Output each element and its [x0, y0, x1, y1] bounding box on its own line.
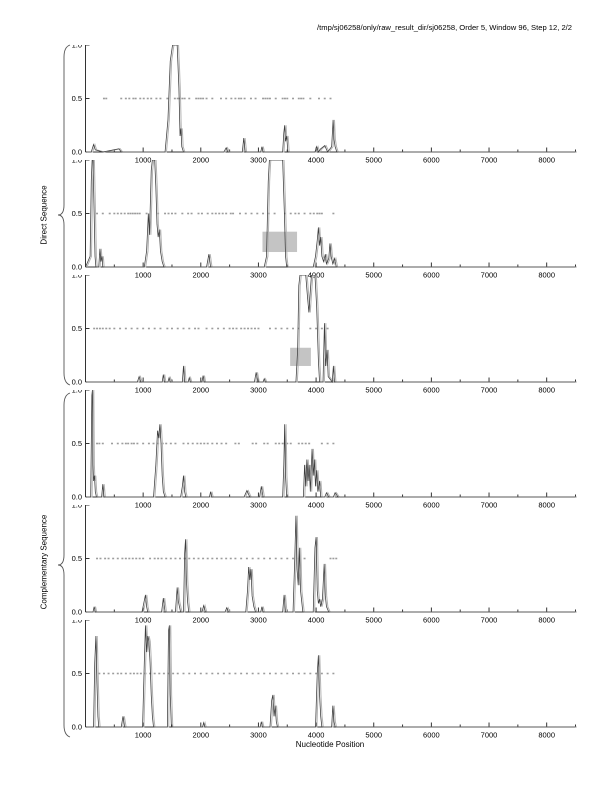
x-tick-label: 5000 [365, 731, 382, 740]
y-tick-label: 0.0 [72, 263, 82, 272]
x-tick-label: 6000 [423, 731, 440, 740]
signal-trace-shadow [86, 390, 577, 498]
highlight-box [290, 347, 311, 366]
x-tick-label: 5000 [365, 616, 382, 625]
x-tick-label: 8000 [538, 156, 555, 165]
y-tick-label: 1.0 [72, 275, 82, 280]
x-axis-label: Nucleotide Position [295, 740, 365, 749]
x-tick-label: 3000 [250, 386, 267, 395]
x-tick-label: 7000 [481, 386, 498, 395]
x-tick-label: 3000 [250, 156, 267, 165]
x-tick-label: 5000 [365, 386, 382, 395]
signal-trace [85, 275, 576, 384]
y-tick-label: 0.0 [72, 493, 82, 502]
x-tick-label: 7000 [481, 501, 498, 510]
x-tick-label: 6000 [423, 501, 440, 510]
x-tick-label: 2000 [192, 156, 209, 165]
x-tick-label: 5000 [365, 156, 382, 165]
y-tick-label: 0.0 [72, 723, 82, 732]
x-tick-label: 4000 [308, 386, 325, 395]
signal-trace-shadow [86, 275, 577, 384]
highlight-box [262, 231, 298, 253]
y-tick-label: 1.0 [72, 505, 82, 510]
x-tick-label: 3000 [250, 271, 267, 280]
panel-direct-frame-1-plot: 0.0 0.5 1.0 1000 2000 3000 4000 5000 6000 7000 800… [72, 45, 577, 165]
x-tick-label: 7000 [481, 271, 498, 280]
signal-trace [85, 160, 576, 268]
x-tick-label: 7000 [481, 616, 498, 625]
x-tick-label: 2000 [192, 271, 209, 280]
x-tick-label: 3000 [250, 731, 267, 740]
signal-trace [85, 390, 576, 498]
panel-complementary-frame-2-plot: 0.0 0.5 1.0 1000 2000 3000 4000 5000 6000 7000 800… [72, 505, 577, 625]
y-tick-label: 0.5 [72, 324, 82, 333]
panel-complementary-frame-3-plot: 0.0 0.5 1.0 1000 2000 3000 4000 5000 6000 7000 800… [72, 620, 577, 740]
panel-direct-frame-3-plot: 0.0 0.5 1.0 1000 2000 3000 4000 5000 6000 7000 800… [72, 275, 577, 395]
x-tick-label: 2000 [192, 386, 209, 395]
direct-sequence-brace [57, 44, 71, 386]
signal-trace [85, 45, 576, 153]
signal-trace-shadow [86, 45, 577, 154]
y-tick-label: 0.0 [72, 608, 82, 617]
y-tick-label: 0.0 [72, 148, 82, 157]
x-tick-label: 5000 [365, 501, 382, 510]
x-tick-label: 1000 [135, 616, 152, 625]
axis [85, 275, 576, 383]
x-tick-label: 8000 [538, 271, 555, 280]
complementary-sequence-label: Complementary Sequence [39, 514, 49, 610]
y-tick-label: 0.5 [72, 669, 82, 678]
x-tick-label: 4000 [308, 501, 325, 510]
x-tick-label: 5000 [365, 271, 382, 280]
x-tick-label: 1000 [135, 156, 152, 165]
x-tick-label: 1000 [135, 386, 152, 395]
complementary-sequence-brace [57, 392, 71, 738]
x-tick-label: 6000 [423, 271, 440, 280]
signal-trace [85, 515, 576, 613]
x-tick-label: 6000 [423, 616, 440, 625]
x-tick-label: 2000 [192, 616, 209, 625]
x-tick-label: 1000 [135, 731, 152, 740]
plot-title: /tmp/sj06258/only/raw_result_dir/sj06258… [317, 23, 572, 32]
x-tick-label: 7000 [481, 731, 498, 740]
x-tick-label: 4000 [308, 616, 325, 625]
x-tick-label: 7000 [481, 156, 498, 165]
y-tick-label: 1.0 [72, 160, 82, 165]
y-tick-label: 1.0 [72, 45, 82, 50]
x-tick-label: 8000 [538, 731, 555, 740]
y-tick-label: 0.0 [72, 378, 82, 387]
x-tick-label: 8000 [538, 616, 555, 625]
y-tick-label: 0.5 [72, 94, 82, 103]
x-tick-label: 2000 [192, 731, 209, 740]
x-tick-label: 4000 [308, 156, 325, 165]
signal-trace-shadow [86, 625, 577, 728]
x-tick-label: 8000 [538, 501, 555, 510]
x-tick-label: 4000 [308, 731, 325, 740]
panel-complementary-frame-1-plot: 0.0 0.5 1.0 1000 2000 3000 4000 5000 6000 7000 800… [72, 390, 577, 510]
direct-sequence-label: Direct Sequence [39, 185, 49, 245]
signal-trace-shadow [86, 160, 577, 268]
y-tick-label: 0.5 [72, 209, 82, 218]
group-braces [57, 44, 71, 738]
x-tick-label: 8000 [538, 386, 555, 395]
x-tick-label: 1000 [135, 271, 152, 280]
x-tick-label: 6000 [423, 156, 440, 165]
y-tick-label: 1.0 [72, 390, 82, 395]
x-tick-label: 1000 [135, 501, 152, 510]
signal-trace [85, 625, 576, 728]
y-tick-label: 1.0 [72, 620, 82, 625]
x-tick-label: 3000 [250, 501, 267, 510]
x-tick-label: 3000 [250, 616, 267, 625]
y-tick-label: 0.5 [72, 554, 82, 563]
x-tick-label: 2000 [192, 501, 209, 510]
y-tick-label: 0.5 [72, 439, 82, 448]
signal-trace-shadow [86, 515, 577, 613]
x-tick-label: 6000 [423, 386, 440, 395]
